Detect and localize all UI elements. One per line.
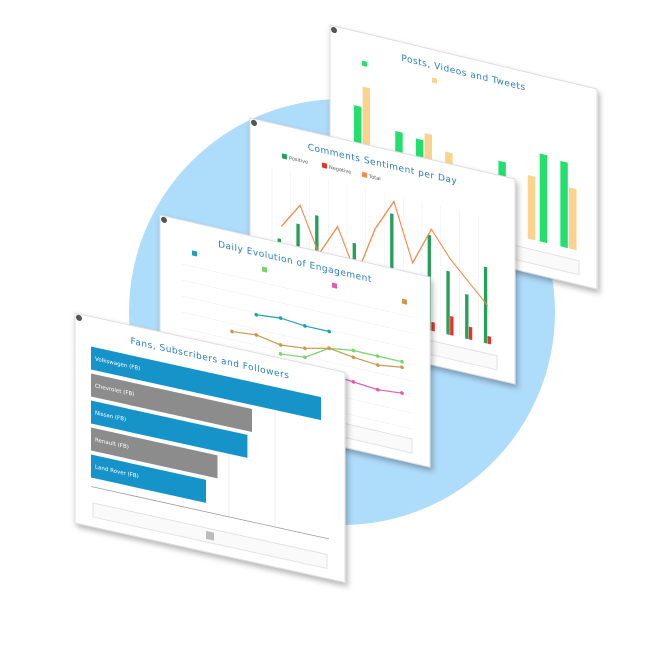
card-pin — [76, 314, 82, 321]
point — [278, 343, 283, 347]
grid-line — [182, 327, 412, 382]
bar — [487, 336, 491, 345]
point — [375, 354, 380, 358]
point — [254, 333, 259, 337]
card-pin — [161, 216, 167, 223]
point — [303, 324, 307, 328]
line — [231, 330, 403, 368]
point — [303, 355, 307, 360]
legend-swatch — [332, 282, 337, 289]
legend-swatch — [262, 266, 267, 273]
legend-swatch — [192, 250, 197, 257]
bar — [91, 373, 252, 432]
bar — [483, 266, 488, 344]
bar — [569, 187, 577, 251]
legend-label: Negative — [329, 165, 351, 176]
bar — [465, 294, 469, 340]
bar — [527, 175, 536, 241]
point — [278, 316, 283, 320]
line — [256, 314, 330, 333]
axis-line — [91, 486, 329, 540]
grid-line — [182, 295, 412, 350]
legend-label: Positive — [289, 156, 308, 166]
bar — [91, 400, 248, 458]
line — [280, 347, 402, 363]
bar — [446, 270, 450, 335]
point — [327, 329, 331, 334]
legend-swatch — [322, 162, 327, 169]
grid-line — [182, 263, 412, 318]
bar — [431, 321, 435, 332]
bar — [91, 427, 218, 479]
grid-line — [182, 279, 412, 334]
legend-label: Total — [368, 174, 381, 183]
point — [375, 363, 380, 367]
point — [230, 329, 234, 334]
legend-swatch — [362, 171, 367, 178]
bar — [539, 153, 548, 244]
legend-swatch — [432, 77, 437, 84]
legend-swatch — [282, 153, 287, 160]
point — [351, 355, 356, 360]
point — [254, 312, 259, 317]
bar — [91, 454, 206, 503]
point — [375, 387, 380, 392]
point — [400, 391, 404, 395]
bar — [468, 326, 473, 341]
point — [327, 346, 331, 351]
legend-swatch — [362, 60, 367, 67]
chart-card: Fans, Subscribers and FollowersVolkswage… — [74, 312, 346, 584]
point — [400, 365, 404, 370]
point — [303, 346, 307, 351]
point — [351, 348, 356, 353]
point — [351, 380, 356, 384]
bar — [560, 160, 568, 249]
legend-swatch — [402, 298, 407, 305]
bar — [450, 315, 454, 336]
footer-icon — [206, 530, 214, 541]
card-pin — [251, 119, 257, 126]
line — [280, 200, 489, 306]
grid-line — [182, 311, 412, 366]
bar — [91, 346, 321, 421]
card-pin — [331, 26, 337, 34]
point — [400, 359, 404, 364]
point — [278, 352, 283, 356]
